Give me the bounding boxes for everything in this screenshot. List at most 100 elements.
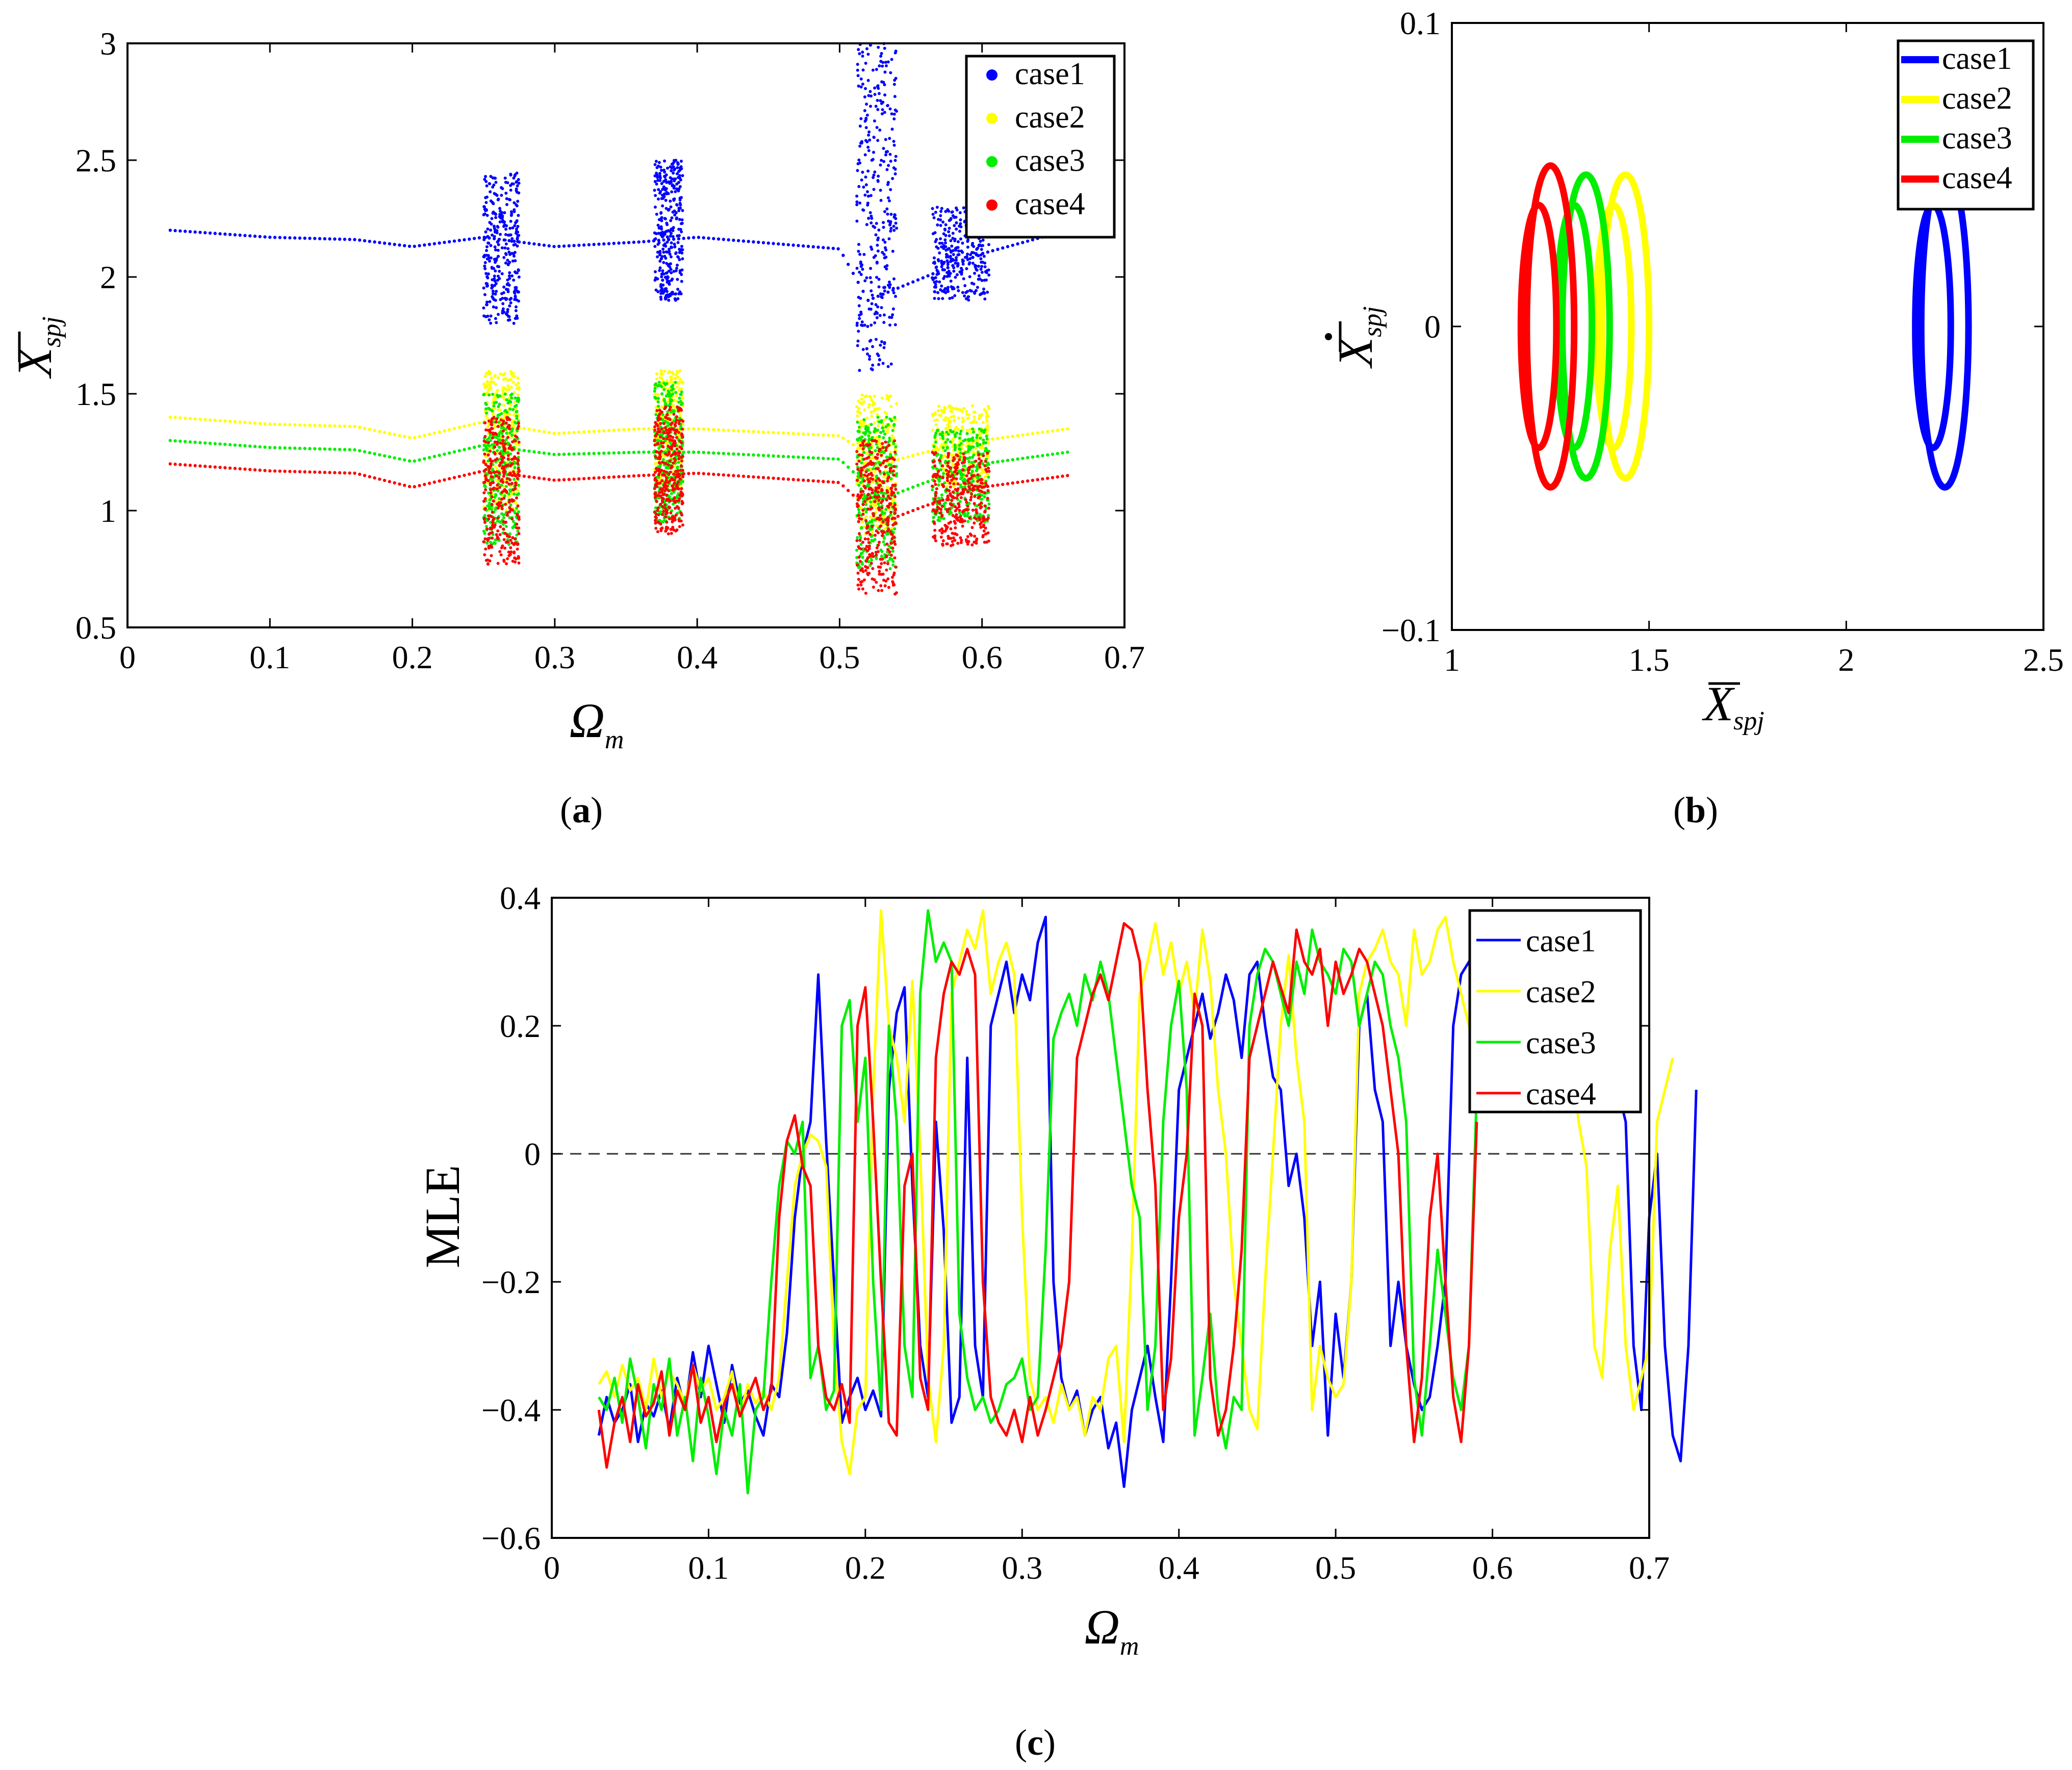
panel-a-point: [952, 453, 955, 457]
panel-a-point: [671, 229, 675, 233]
panel-a-point: [669, 180, 673, 183]
panel-a-point: [488, 259, 491, 263]
panel-a-point: [489, 314, 493, 318]
panel-a-point: [937, 483, 940, 487]
panel-a-point: [969, 445, 973, 449]
panel-a-point: [865, 515, 868, 518]
panel-a-point: [679, 178, 682, 182]
panel-a-point: [427, 456, 431, 460]
panel-a-point: [494, 508, 497, 511]
panel-a-point: [577, 243, 581, 247]
panel-a-point: [946, 438, 950, 441]
panel-a-point: [968, 275, 971, 279]
panel-a-point: [484, 403, 488, 407]
panel-a-point: [747, 475, 750, 478]
panel-a-point: [889, 213, 893, 216]
panel-a-point: [504, 464, 508, 468]
panel-a-point: [1026, 239, 1030, 243]
panel-a-point: [953, 447, 957, 451]
panel-a-point: [661, 247, 665, 251]
panel-a-point: [894, 49, 898, 53]
panel-a-point: [857, 158, 861, 162]
panel-a-point: [676, 375, 680, 379]
panel-a-point: [933, 290, 937, 294]
panel-a-point: [506, 384, 510, 388]
panel-a-point: [338, 471, 342, 475]
panel-a-point: [483, 553, 487, 557]
panel-a-point: [886, 560, 890, 563]
panel-a-point: [866, 352, 869, 356]
panel-a-point: [303, 236, 306, 240]
panel-a-point: [877, 424, 880, 427]
panel-a-point: [511, 457, 515, 461]
panel-a-point: [674, 381, 677, 384]
panel-a-point: [358, 472, 362, 476]
panel-a-point: [677, 227, 681, 231]
panel-a-point: [831, 481, 835, 484]
panel-a-point: [514, 501, 518, 504]
panel-a-point: [508, 552, 512, 556]
panel-a-point: [489, 244, 493, 247]
panel-a-point: [485, 284, 489, 288]
panel-a-point: [867, 94, 871, 97]
panel-a-point: [892, 426, 896, 429]
panel-a-point: [956, 493, 960, 497]
panel-a-point: [318, 470, 322, 474]
panel-a-point: [655, 182, 658, 186]
panel-a-point: [313, 237, 317, 240]
panel-a-point: [485, 385, 489, 389]
panel-a-point: [864, 183, 868, 187]
panel-a-point: [869, 105, 873, 108]
panel-a-point: [263, 422, 267, 426]
panel-a-point: [679, 399, 682, 403]
panel-a-point: [956, 285, 960, 289]
panel-a-point: [494, 229, 497, 232]
panel-a-point: [931, 213, 935, 216]
panel-a-point: [293, 446, 297, 450]
panel-a-point: [677, 292, 681, 295]
panel-a-point: [491, 392, 495, 396]
panel-a-point: [816, 245, 820, 249]
panel-a-point: [875, 222, 878, 225]
panel-a-point: [864, 62, 867, 65]
panel-a-point: [188, 230, 192, 234]
panel-a-point: [1021, 480, 1025, 484]
panel-a-point: [490, 471, 493, 475]
panel-a-point: [388, 432, 392, 436]
panel-a-point: [747, 453, 750, 457]
panel-a-point: [233, 420, 237, 423]
panel-a-point: [497, 420, 501, 424]
panel-a-point: [867, 482, 871, 486]
panel-a-point: [516, 493, 519, 496]
panel-a-point: [932, 445, 936, 448]
panel-a-point: [802, 456, 805, 459]
panel-a-point: [1026, 479, 1030, 483]
panel-a-point: [502, 474, 505, 478]
panel-a-point: [973, 264, 977, 267]
panel-a-point: [867, 434, 871, 438]
panel-a-point: [857, 304, 861, 308]
panel-a-point: [880, 159, 883, 162]
panel-a-point: [673, 457, 676, 461]
panel-a-point: [500, 246, 504, 249]
panel-a-point: [293, 470, 297, 473]
panel-a-point: [663, 369, 667, 373]
panel-a-point: [489, 386, 493, 390]
panel-a-point: [468, 446, 471, 450]
panel-a-point: [971, 450, 975, 453]
panel-a-point: [213, 232, 217, 235]
panel-a-point: [517, 385, 520, 389]
panel-a-point: [877, 420, 881, 424]
panel-a-point: [680, 245, 683, 248]
panel-a-point: [482, 255, 485, 259]
panel-a-point: [1011, 435, 1014, 438]
panel-a-point: [505, 388, 508, 392]
panel-a-point: [664, 405, 668, 409]
panel-a-point: [889, 226, 893, 230]
panel-a-point: [676, 480, 680, 484]
panel-a-point: [353, 238, 356, 241]
panel-a-point: [522, 241, 526, 244]
panel-a-point: [961, 416, 964, 420]
panel-a-point: [727, 428, 730, 432]
panel-a-point: [881, 426, 884, 429]
